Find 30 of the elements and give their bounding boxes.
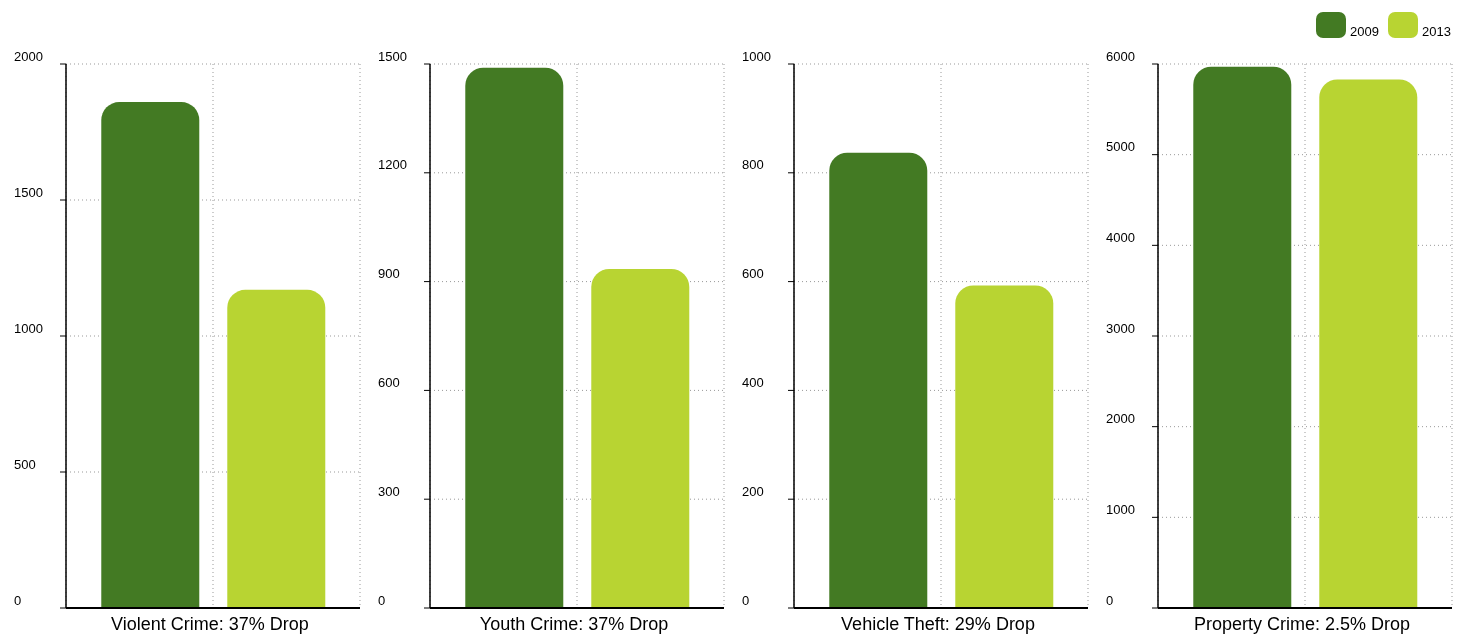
y-tick-label: 3000 (1106, 320, 1135, 336)
y-tick-label: 900 (378, 266, 400, 282)
y-tick-label: 1500 (378, 48, 407, 64)
y-tick-label: 0 (378, 592, 386, 608)
y-tick-label: 200 (742, 483, 764, 499)
x-axis-title: Violent Crime: 37% Drop (110, 614, 310, 635)
y-tick-label: 6000 (1106, 48, 1135, 64)
y-tick-label: 1000 (742, 48, 771, 64)
y-tick-label: 300 (378, 483, 400, 499)
y-tick-label: 500 (14, 456, 36, 472)
y-tick-label: 600 (742, 266, 764, 282)
legend-label: 2009 (1350, 24, 1379, 39)
y-tick-label: 4000 (1106, 229, 1135, 245)
x-axis-title: Property Crime: 2.5% Drop (1192, 614, 1412, 635)
y-tick-label: 800 (742, 157, 764, 173)
y-tick-label: 2000 (14, 48, 43, 64)
y-tick-label: 0 (14, 592, 22, 608)
y-tick-label: 1200 (378, 157, 407, 173)
y-tick-label: 2000 (1106, 411, 1135, 427)
y-tick-label: 1000 (1106, 501, 1135, 517)
y-tick-label: 0 (1106, 592, 1114, 608)
y-tick-label: 400 (742, 375, 764, 391)
y-tick-label: 5000 (1106, 139, 1135, 155)
y-tick-label: 1500 (14, 184, 43, 200)
x-axis-title: Youth Crime: 37% Drop (478, 614, 670, 635)
legend-label: 2013 (1422, 24, 1451, 39)
x-axis-title: Vehicle Theft: 29% Drop (840, 614, 1036, 635)
y-tick-label: 600 (378, 375, 400, 391)
y-tick-label: 0 (742, 592, 750, 608)
y-tick-label: 1000 (14, 320, 43, 336)
